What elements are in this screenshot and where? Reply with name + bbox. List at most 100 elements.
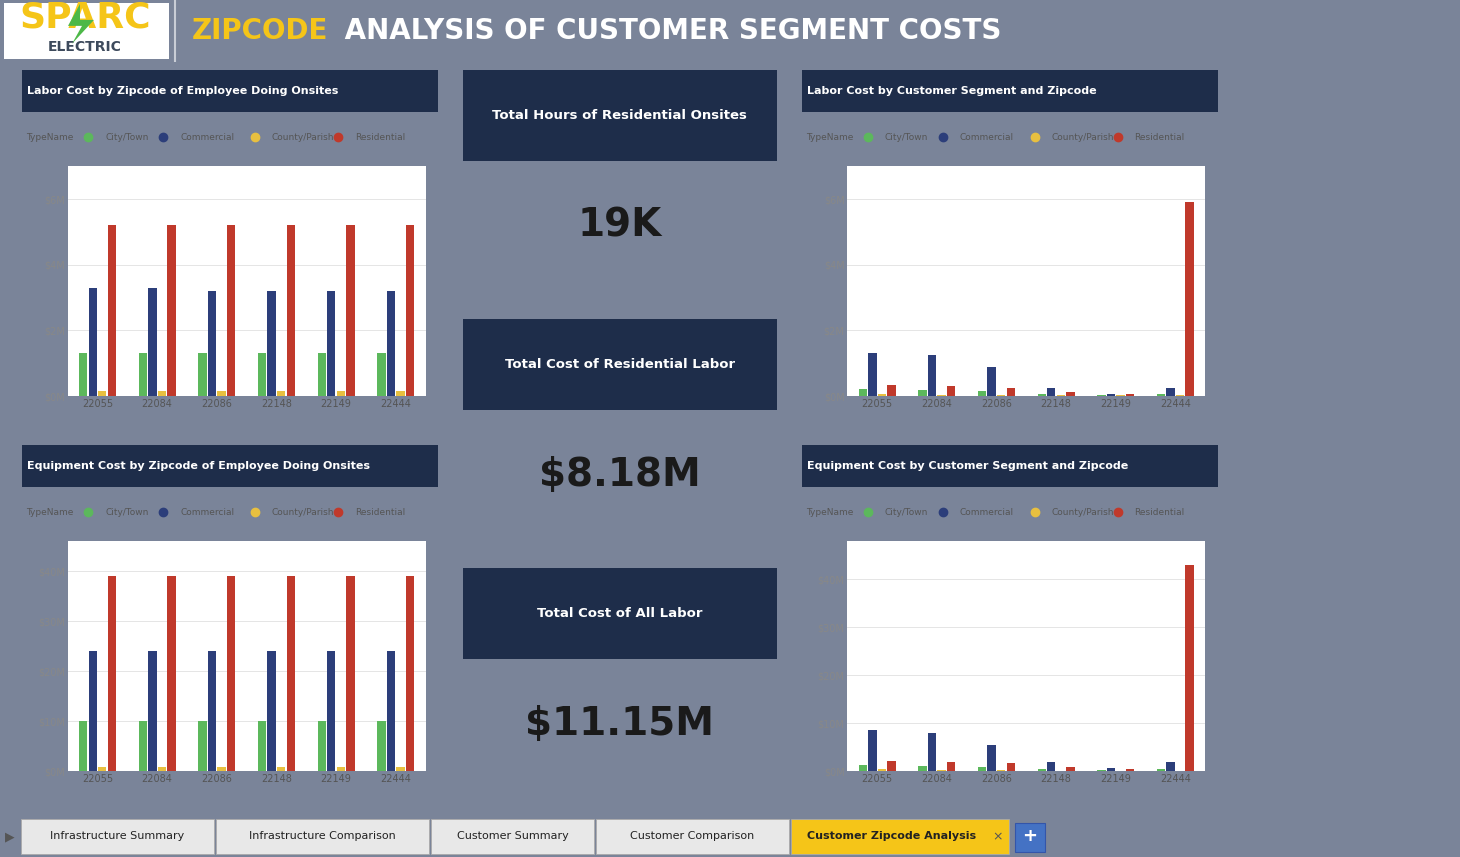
Bar	[277, 392, 285, 396]
Text: Labor Cost by Customer Segment and Zipcode: Labor Cost by Customer Segment and Zipco…	[806, 86, 1096, 96]
Text: Commercial: Commercial	[180, 133, 234, 141]
Text: City/Town: City/Town	[105, 507, 149, 517]
Bar	[1186, 565, 1194, 771]
Bar	[1006, 764, 1015, 771]
Bar	[98, 392, 107, 396]
Text: ZIPCODE: ZIPCODE	[193, 17, 328, 45]
Bar	[218, 392, 226, 396]
Text: Residential: Residential	[355, 133, 404, 141]
Bar	[327, 651, 336, 771]
Text: ANALYSIS OF CUSTOMER SEGMENT COSTS: ANALYSIS OF CUSTOMER SEGMENT COSTS	[334, 17, 1002, 45]
Bar	[207, 651, 216, 771]
Text: City/Town: City/Town	[105, 133, 149, 141]
Bar	[927, 733, 936, 771]
Bar	[1107, 393, 1115, 396]
Text: $8.18M: $8.18M	[539, 456, 701, 494]
Text: ×: ×	[993, 830, 1003, 843]
Bar	[267, 291, 276, 396]
Text: Equipment Cost by Zipcode of Employee Doing Onsites: Equipment Cost by Zipcode of Employee Do…	[26, 461, 369, 471]
Bar	[108, 225, 115, 396]
Bar	[79, 721, 88, 771]
Bar	[396, 767, 404, 771]
Bar	[1038, 770, 1045, 771]
Bar	[927, 355, 936, 396]
Bar	[978, 392, 987, 396]
FancyBboxPatch shape	[463, 568, 777, 659]
Text: Total Cost of Residential Labor: Total Cost of Residential Labor	[505, 358, 734, 371]
Text: Total Hours of Residential Onsites: Total Hours of Residential Onsites	[492, 109, 748, 123]
Bar	[139, 353, 147, 396]
Bar	[337, 767, 345, 771]
Bar	[1006, 388, 1015, 396]
Bar	[158, 392, 166, 396]
Polygon shape	[69, 4, 93, 44]
Text: Commercial: Commercial	[959, 507, 1013, 517]
Text: TypeName: TypeName	[26, 133, 73, 141]
Bar	[1047, 763, 1056, 771]
Bar	[147, 651, 156, 771]
Text: $11.15M: $11.15M	[526, 704, 714, 743]
Bar	[377, 353, 385, 396]
FancyBboxPatch shape	[431, 818, 594, 854]
Text: TypeName: TypeName	[26, 507, 73, 517]
Bar	[1167, 388, 1175, 396]
Bar	[226, 225, 235, 396]
Bar	[377, 721, 385, 771]
Bar	[277, 767, 285, 771]
Bar	[199, 353, 207, 396]
Bar	[406, 225, 415, 396]
Text: Residential: Residential	[1134, 507, 1184, 517]
Bar	[997, 770, 1006, 771]
Bar	[79, 353, 88, 396]
FancyBboxPatch shape	[791, 818, 1009, 854]
Bar	[1186, 202, 1194, 396]
Text: Equipment Cost by Customer Segment and Zipcode: Equipment Cost by Customer Segment and Z…	[806, 461, 1127, 471]
Bar	[286, 576, 295, 771]
Bar	[337, 392, 345, 396]
Bar	[888, 760, 895, 771]
Bar	[327, 291, 336, 396]
FancyBboxPatch shape	[4, 3, 169, 59]
Bar	[1096, 394, 1105, 396]
Bar	[948, 386, 955, 396]
Text: Residential: Residential	[355, 507, 404, 517]
Text: TypeName: TypeName	[806, 133, 853, 141]
Bar	[1156, 770, 1165, 771]
Bar	[218, 767, 226, 771]
Bar	[858, 389, 867, 396]
Text: Infrastructure Summary: Infrastructure Summary	[51, 831, 184, 842]
Bar	[317, 721, 326, 771]
Bar	[267, 651, 276, 771]
FancyBboxPatch shape	[216, 818, 429, 854]
Text: ELECTRIC: ELECTRIC	[48, 39, 123, 54]
Bar	[918, 766, 927, 771]
Text: County/Parish: County/Parish	[272, 133, 334, 141]
Bar	[978, 767, 987, 771]
Text: Commercial: Commercial	[180, 507, 234, 517]
FancyBboxPatch shape	[463, 70, 777, 161]
Text: City/Town: City/Town	[885, 133, 929, 141]
Bar	[1066, 767, 1075, 771]
Bar	[89, 651, 96, 771]
Bar	[1107, 768, 1115, 771]
Bar	[226, 576, 235, 771]
Text: SPARC: SPARC	[19, 1, 150, 35]
Bar	[888, 385, 895, 396]
Bar	[937, 770, 946, 771]
Bar	[406, 576, 415, 771]
Bar	[1175, 395, 1184, 396]
Text: Customer Comparison: Customer Comparison	[631, 831, 755, 842]
Text: City/Town: City/Town	[885, 507, 929, 517]
FancyBboxPatch shape	[802, 446, 1218, 487]
Bar	[1047, 388, 1056, 396]
Bar	[346, 225, 355, 396]
Text: Customer Zipcode Analysis: Customer Zipcode Analysis	[807, 831, 977, 842]
Bar	[948, 762, 955, 771]
Bar	[346, 576, 355, 771]
Bar	[987, 367, 996, 396]
Bar	[869, 730, 876, 771]
Bar	[1066, 393, 1075, 396]
Text: County/Parish: County/Parish	[1051, 507, 1114, 517]
FancyBboxPatch shape	[20, 818, 215, 854]
Text: Infrastructure Comparison: Infrastructure Comparison	[250, 831, 396, 842]
